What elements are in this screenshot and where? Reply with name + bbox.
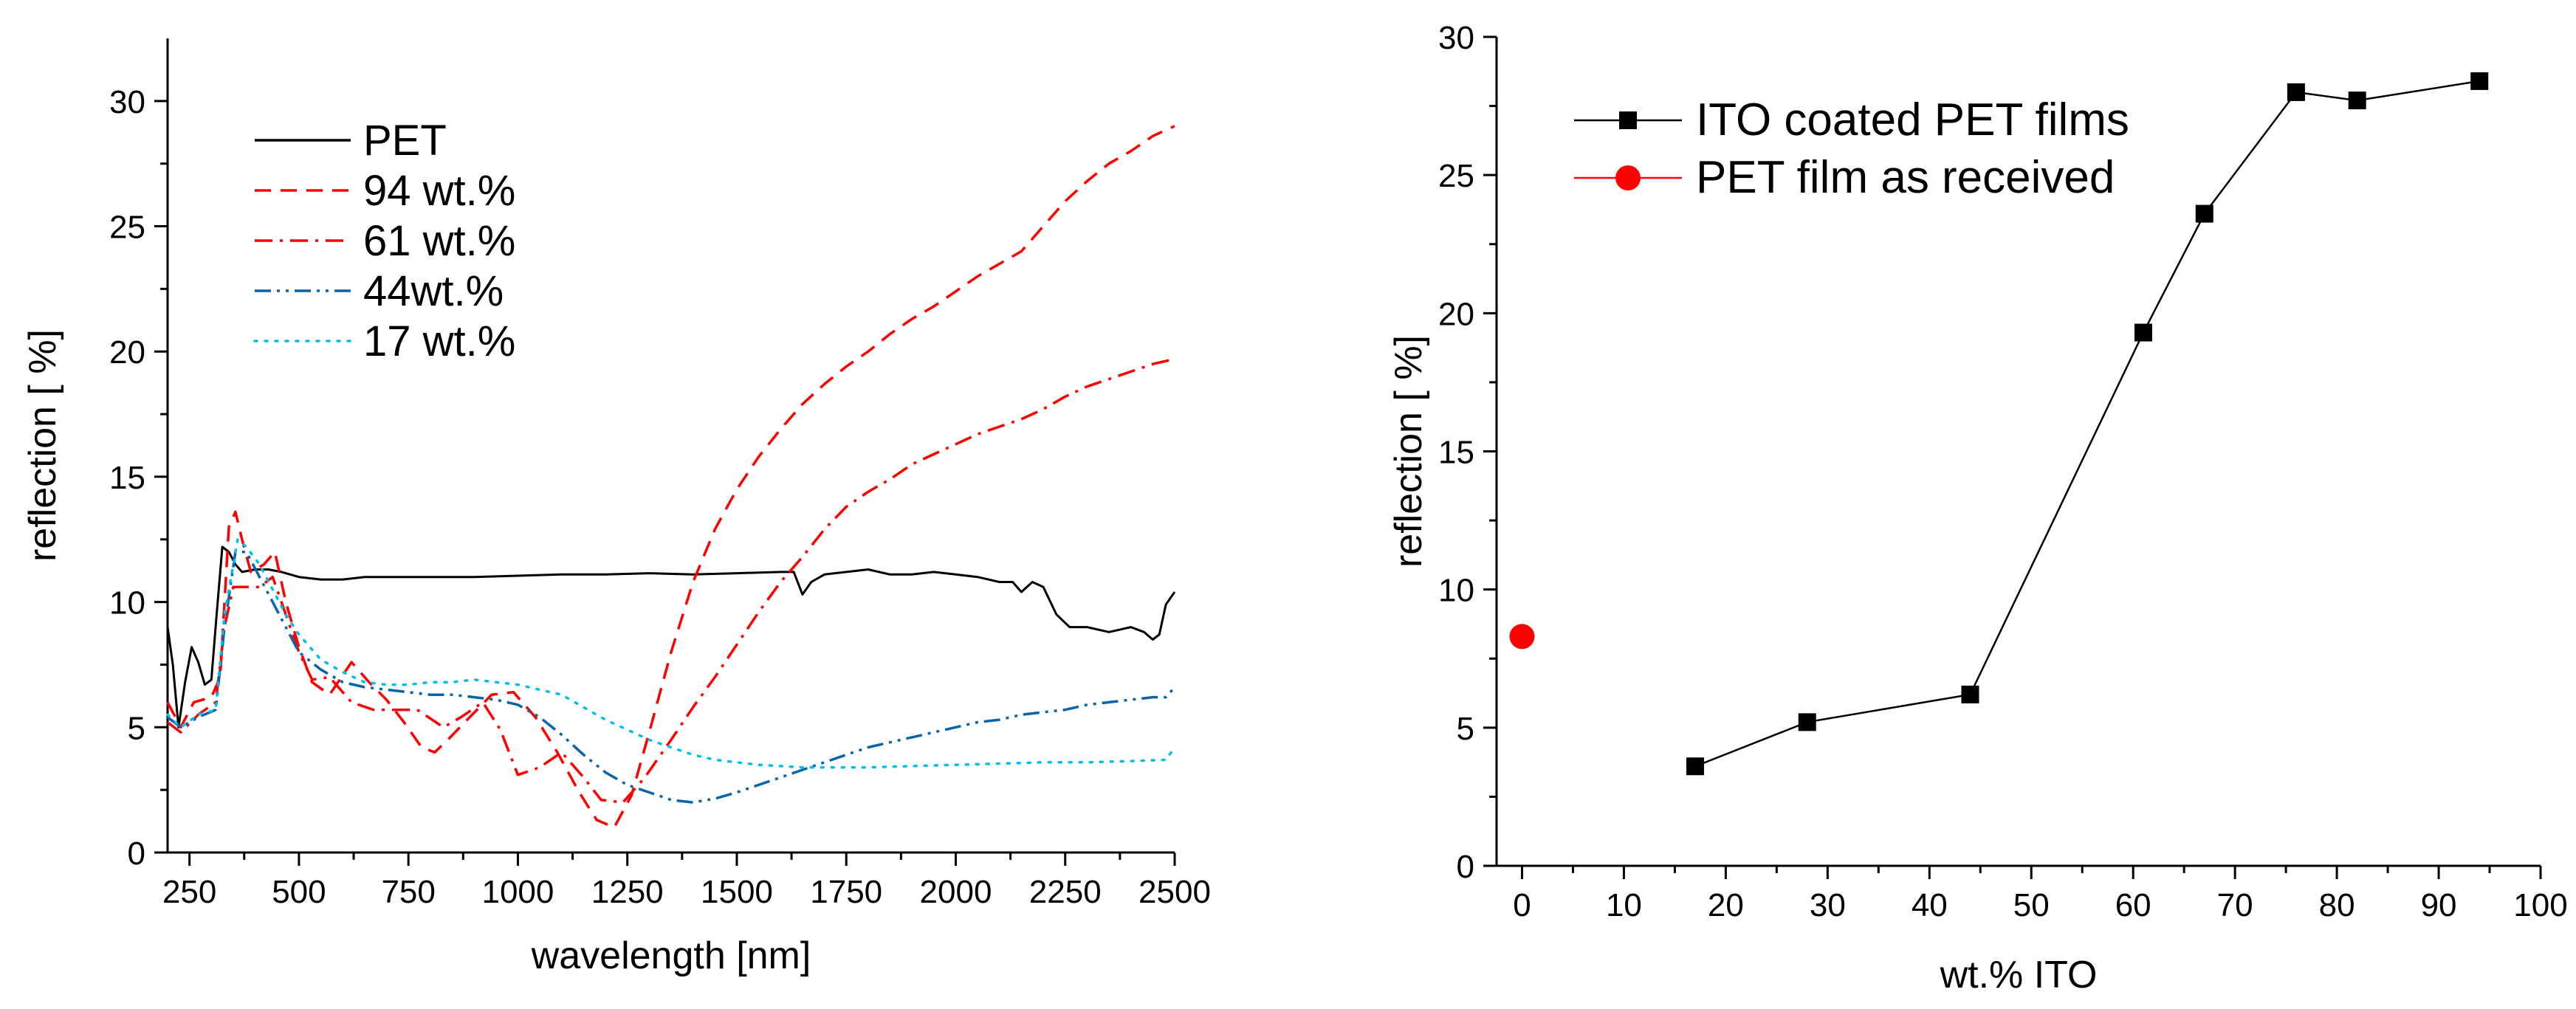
legend-label-1: 94 wt.% xyxy=(363,167,515,215)
x-tick-label: 250 xyxy=(162,874,216,910)
x-tick-label: 60 xyxy=(2115,887,2151,923)
data-point-square xyxy=(2348,92,2366,110)
data-point-square xyxy=(2470,72,2489,90)
x-tick-label: 1250 xyxy=(591,874,664,910)
x-tick-label: 80 xyxy=(2319,887,2355,923)
y-tick-label: 30 xyxy=(109,84,145,120)
y-tick-label: 20 xyxy=(1438,296,1474,332)
y-tick-label: 0 xyxy=(1457,849,1474,885)
legend-label-3: 44wt.% xyxy=(363,267,504,315)
y-tick-label: 20 xyxy=(109,334,145,371)
x-axis-title: wavelength [nm] xyxy=(531,934,811,977)
y-tick-label: 10 xyxy=(109,585,145,621)
legend-label-2: 61 wt.% xyxy=(363,217,515,265)
y-tick-label: 25 xyxy=(1438,158,1474,194)
x-tick-label: 1500 xyxy=(701,874,773,910)
y-tick-label: 5 xyxy=(1457,711,1474,747)
x-tick-label: 10 xyxy=(1606,887,1642,923)
x-tick-label: 0 xyxy=(1513,887,1531,923)
data-point-square xyxy=(2134,323,2152,342)
data-point-square xyxy=(1798,713,1816,731)
y-axis-title: reflection [ %] xyxy=(21,329,64,562)
y-tick-label: 30 xyxy=(1438,20,1474,56)
legend-label-1: PET film as received xyxy=(1696,152,2115,203)
x-tick-label: 750 xyxy=(381,874,435,910)
x-tick-label: 2250 xyxy=(1029,874,1102,910)
x-tick-label: 70 xyxy=(2217,887,2253,923)
data-point-square xyxy=(1961,685,1979,703)
data-point-square xyxy=(1686,757,1705,776)
x-tick-label: 1750 xyxy=(810,874,882,910)
series-line-0 xyxy=(166,545,1176,729)
legend-label-4: 17 wt.% xyxy=(363,317,515,365)
x-tick-label: 1000 xyxy=(481,874,554,910)
chart-right: 0 10 20 30 40 50 60 70 80 90 100 0 5 10 15 20 25 30 wt.% I… xyxy=(1387,20,2568,996)
legend-marker-circle xyxy=(1615,165,1641,190)
series-line-0 xyxy=(1694,80,2480,768)
data-point-square xyxy=(2195,204,2213,223)
y-tick-label: 25 xyxy=(109,210,145,246)
series-line-2 xyxy=(166,357,1175,804)
y-tick-label: 15 xyxy=(1438,435,1474,471)
y-tick-label: 10 xyxy=(1438,573,1474,609)
x-axis-title: wt.% ITO xyxy=(1940,954,2098,996)
x-tick-label: 90 xyxy=(2421,887,2457,923)
data-point-square xyxy=(2287,83,2305,101)
series-line-4 xyxy=(166,538,1176,769)
y-axis-title: reflection [ %] xyxy=(1387,335,1430,568)
x-tick-label: 30 xyxy=(1810,887,1846,923)
x-tick-label: 50 xyxy=(2013,887,2050,923)
x-tick-label: 40 xyxy=(1912,887,1948,923)
x-tick-label: 2000 xyxy=(920,874,992,910)
y-tick-label: 15 xyxy=(109,460,145,496)
series-line-1 xyxy=(166,125,1175,829)
chart-left: 250 500 750 1000 1250 1500 1750 2000 2250 2500 0 5 1… xyxy=(21,38,1211,977)
legend-marker-square xyxy=(1619,111,1637,129)
x-tick-label: 20 xyxy=(1708,887,1744,923)
x-tick-label: 500 xyxy=(272,874,326,910)
data-point-circle xyxy=(1509,624,1535,650)
legend-label-0: PET xyxy=(363,117,447,165)
y-tick-label: 5 xyxy=(128,710,145,746)
x-tick-label: 100 xyxy=(2513,887,2567,923)
y-tick-label: 0 xyxy=(128,836,145,872)
legend-label-0: ITO coated PET films xyxy=(1696,94,2129,145)
x-tick-label: 2500 xyxy=(1138,874,1211,910)
